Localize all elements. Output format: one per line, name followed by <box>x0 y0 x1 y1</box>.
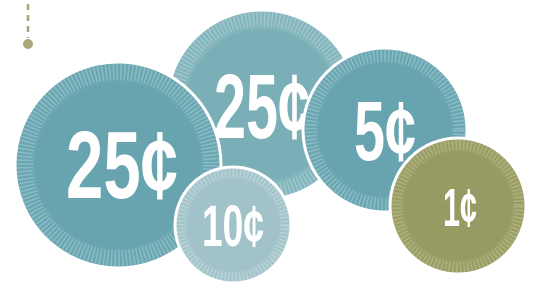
coin: 10¢ <box>175 167 291 282</box>
coin-label: 25¢ <box>66 112 178 219</box>
coin-label: 1¢ <box>443 178 477 238</box>
coin-label: 10¢ <box>202 194 264 259</box>
coins-illustration: 25¢ 25¢ 5¢ 10¢ 1¢ <box>0 0 534 282</box>
coin: 1¢ <box>390 138 526 274</box>
dot <box>23 39 33 49</box>
page: 25¢ 25¢ 5¢ 10¢ 1¢ (() => { const data = … <box>0 0 534 282</box>
coin-label: 25¢ <box>214 56 310 158</box>
dashed-line <box>23 4 33 49</box>
